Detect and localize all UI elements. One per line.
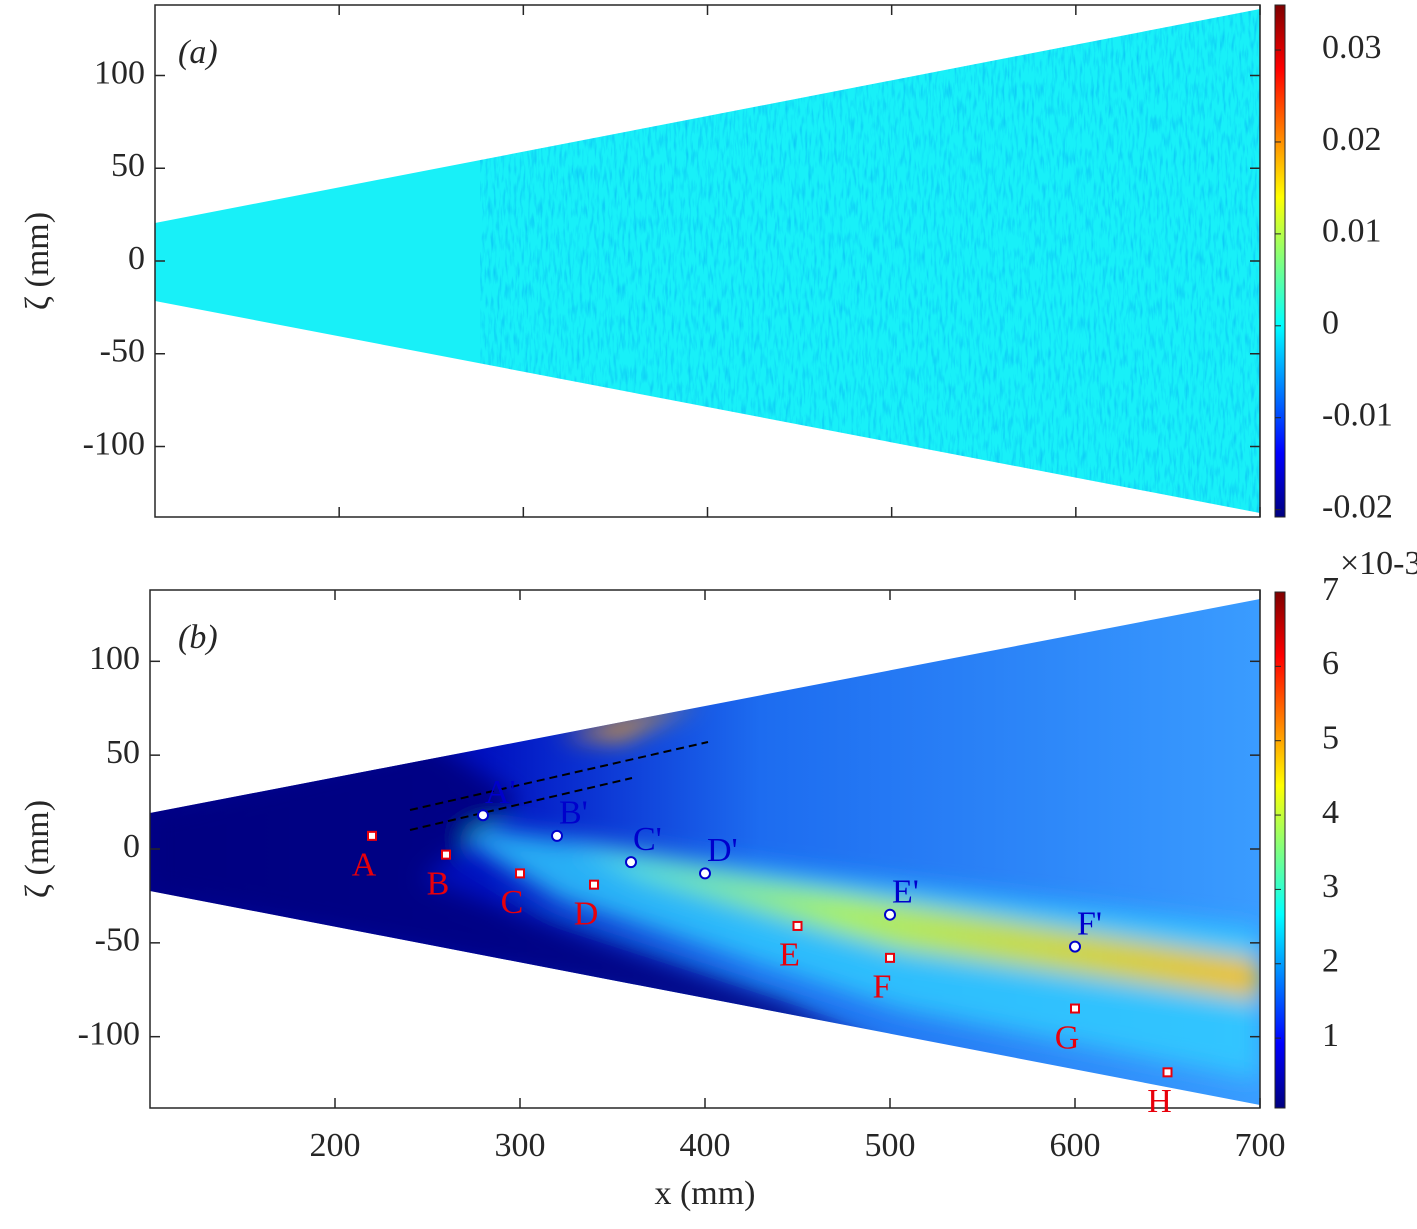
point-label: C' [633, 821, 662, 858]
point-label: E' [892, 873, 919, 910]
y-tick-label: 0 [128, 240, 145, 277]
y-tick-label: 100 [89, 640, 140, 677]
point-label: A' [485, 774, 516, 811]
point-label: A [352, 847, 377, 884]
colorbar [1274, 591, 1286, 1109]
point-label: F' [1077, 905, 1102, 942]
point-label: B' [559, 795, 588, 832]
y-axis-label: ζ (mm) [19, 800, 56, 898]
point-label: D' [707, 832, 738, 869]
point-label: E [779, 937, 800, 974]
marker [625, 856, 637, 869]
point-label: H [1147, 1083, 1172, 1120]
marker [885, 952, 895, 963]
marker [1162, 1067, 1173, 1078]
marker [884, 908, 896, 921]
marker [1069, 940, 1081, 953]
point-label: D [574, 895, 599, 932]
colorbar-tick-label: 7 [1322, 571, 1339, 608]
colorbar-tick-label: 6 [1322, 645, 1339, 682]
colorbar-tick-label: 1 [1322, 1017, 1339, 1054]
y-tick-label: 50 [106, 734, 140, 771]
x-tick-label: 500 [865, 1127, 916, 1164]
x-tick-label: 200 [310, 1127, 361, 1164]
panel-label: (b) [178, 619, 218, 656]
point-label: B [427, 865, 450, 902]
y-tick-label: 50 [111, 147, 145, 184]
field-a [155, 9, 1260, 513]
y-axis-label: ζ (mm) [19, 212, 56, 310]
y-tick-label: 0 [123, 828, 140, 865]
marker [441, 849, 451, 860]
colorbar-tick-label: 3 [1322, 868, 1339, 905]
y-tick-label: 100 [94, 54, 145, 91]
x-tick-label: 600 [1050, 1127, 1101, 1164]
x-tick-label: 700 [1235, 1127, 1286, 1164]
colorbar-tick-label: -0.01 [1322, 397, 1393, 434]
marker [515, 868, 525, 879]
marker [367, 830, 377, 841]
y-tick-label: -100 [78, 1015, 140, 1052]
marker [792, 920, 803, 931]
marker [699, 867, 711, 880]
marker [589, 879, 599, 890]
colorbar-tick-label: 0.02 [1322, 121, 1382, 158]
marker [551, 829, 563, 842]
point-label: F [873, 969, 892, 1006]
y-tick-label: -100 [83, 425, 145, 462]
y-tick-label: -50 [100, 333, 145, 370]
colorbar-tick-label: 5 [1322, 720, 1339, 757]
x-tick-label: 400 [680, 1127, 731, 1164]
x-axis-label: x (mm) [654, 1175, 755, 1212]
colorbar-tick-label: 0.03 [1322, 29, 1382, 66]
guide-line [409, 741, 709, 811]
colorbar [1274, 4, 1286, 518]
field-b [150, 599, 1260, 1105]
colorbar-tick-label: 4 [1322, 794, 1339, 831]
marker [477, 809, 489, 822]
marker [1070, 1003, 1080, 1014]
y-tick-label: -50 [95, 922, 140, 959]
point-label: G [1055, 1019, 1080, 1056]
point-label: C [501, 884, 524, 921]
x-tick-label: 300 [495, 1127, 546, 1164]
colorbar-scale: ×10-3 [1340, 545, 1417, 582]
colorbar-tick-label: 0 [1322, 305, 1339, 342]
colorbar-tick-label: -0.02 [1322, 488, 1393, 525]
colorbar-tick-label: 2 [1322, 943, 1339, 980]
panel-label: (a) [178, 34, 218, 71]
colorbar-tick-label: 0.01 [1322, 213, 1382, 250]
